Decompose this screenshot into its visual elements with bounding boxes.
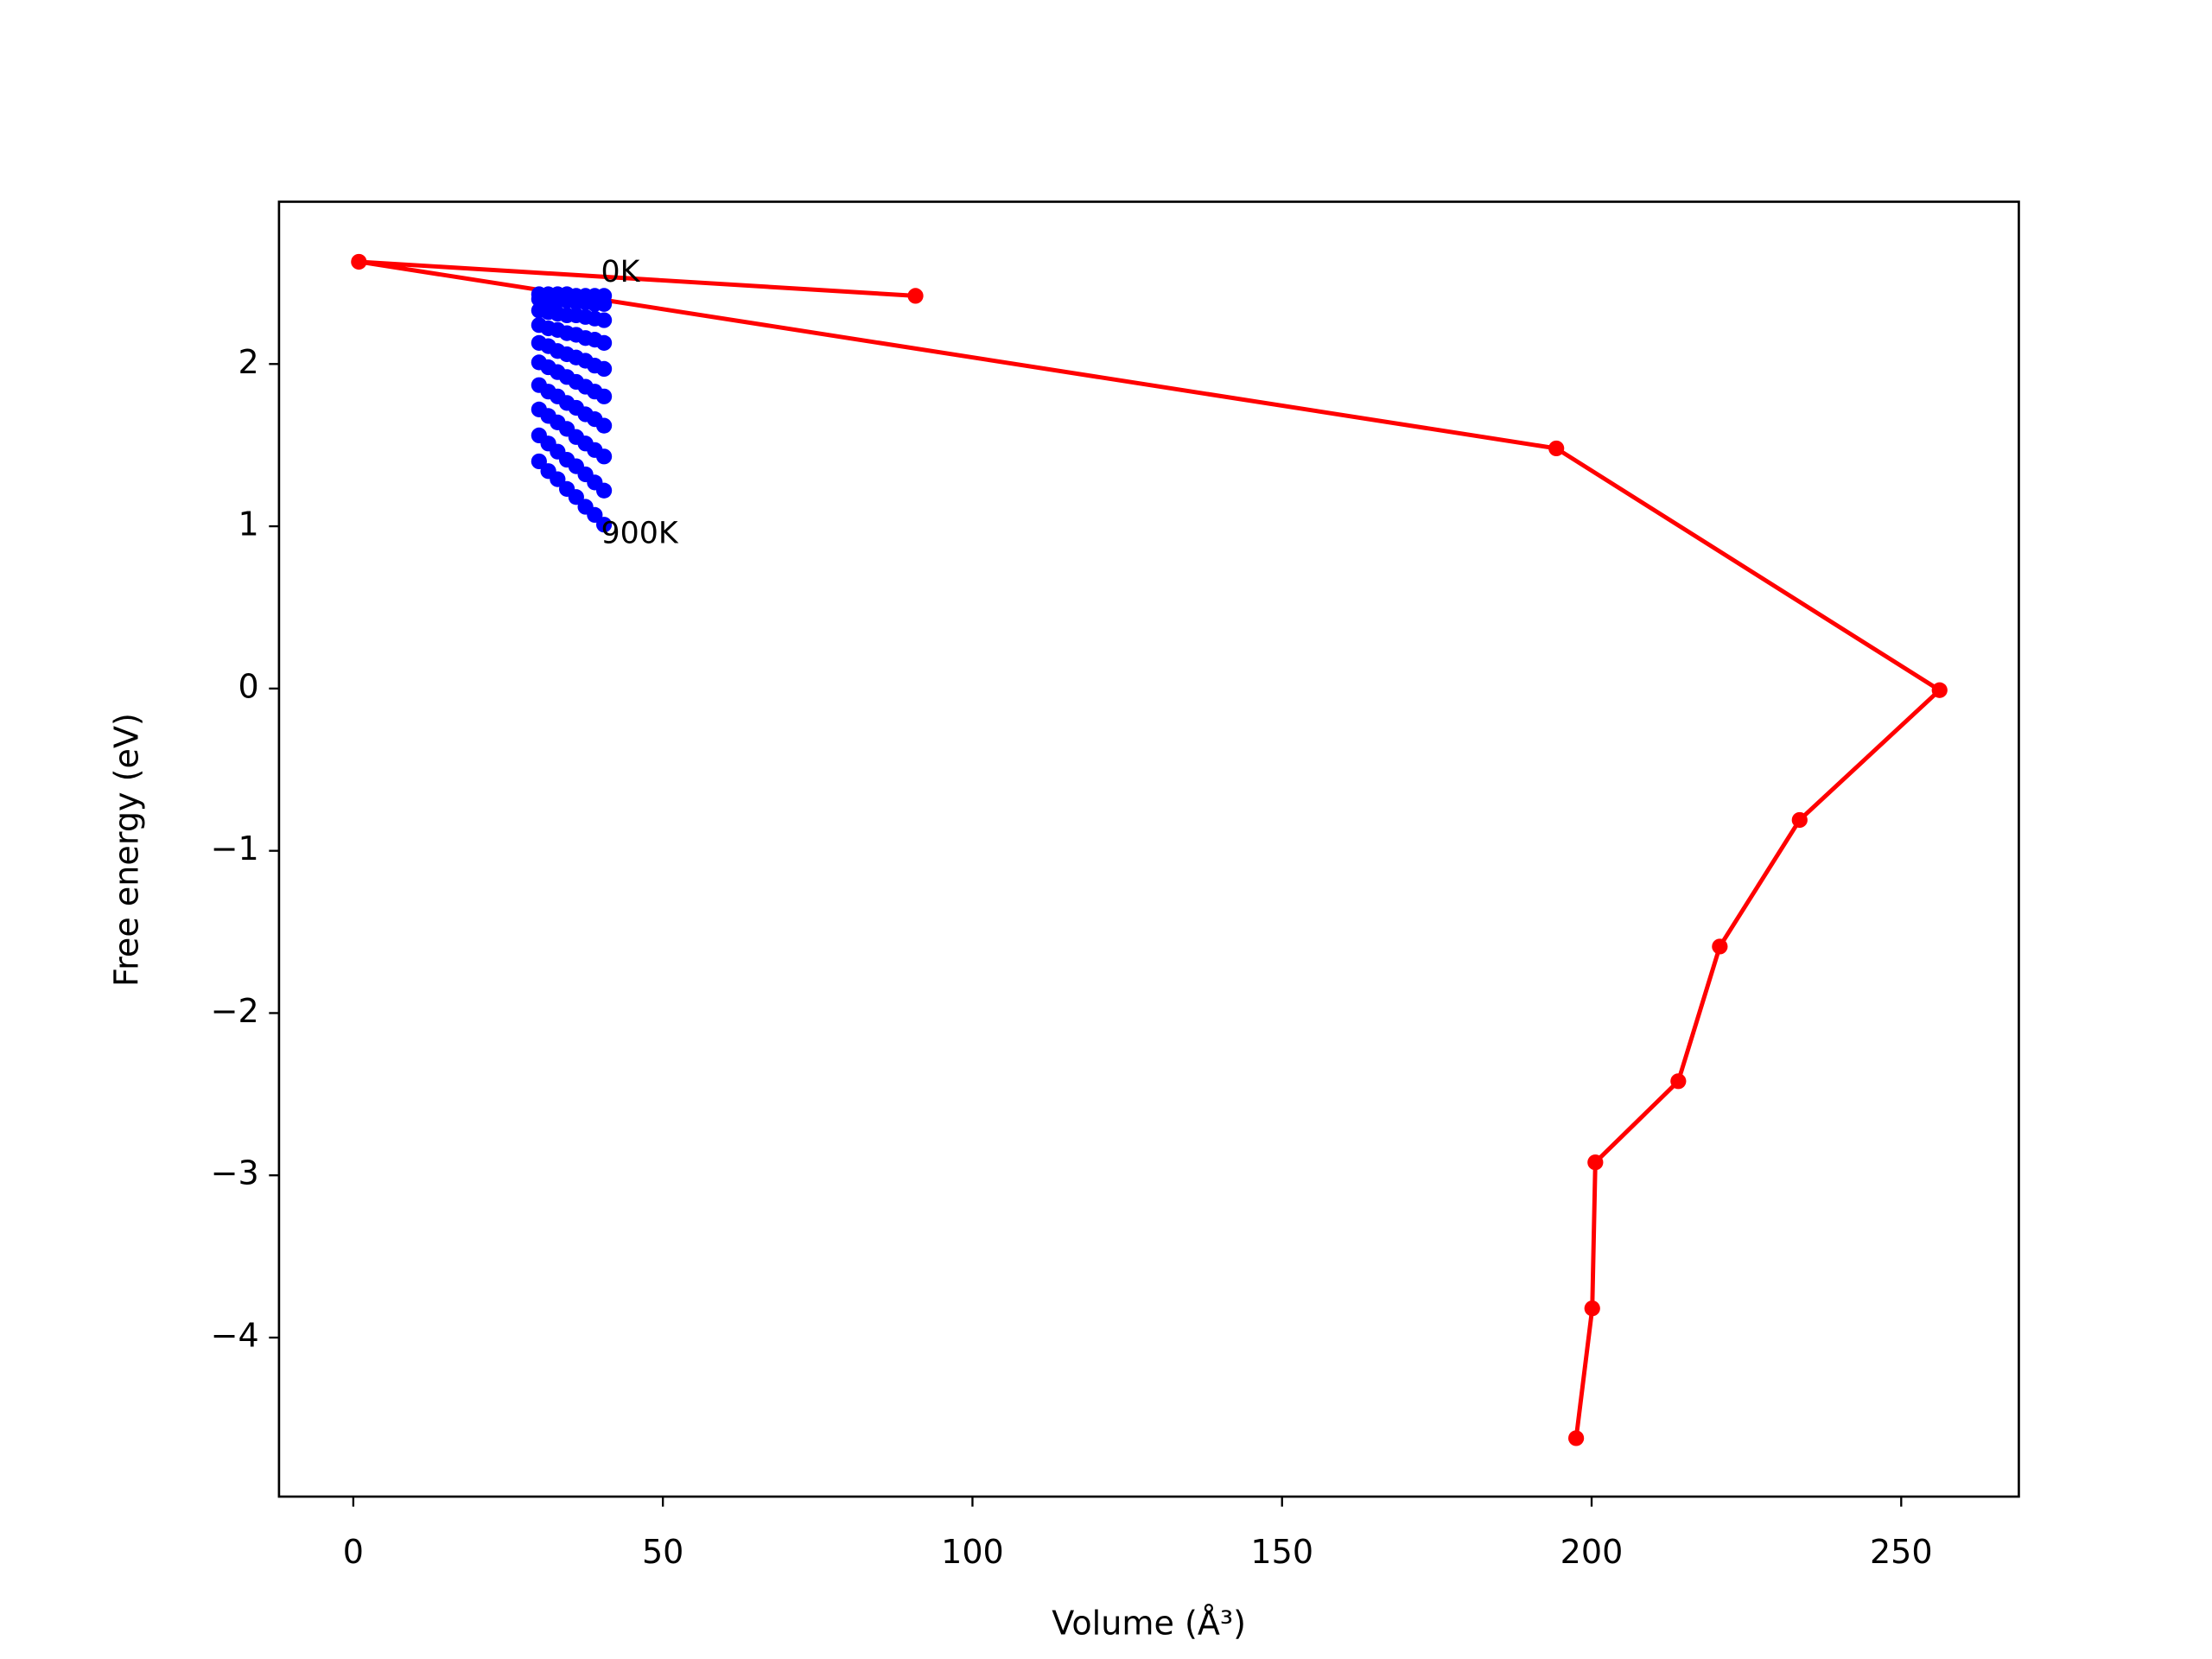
data-point bbox=[587, 506, 603, 524]
annotation: 900K bbox=[601, 516, 679, 550]
data-point bbox=[550, 471, 566, 487]
data-point bbox=[1670, 1073, 1687, 1090]
data-point bbox=[1712, 938, 1728, 955]
plot-area bbox=[351, 253, 1948, 1446]
data-point bbox=[531, 453, 547, 470]
x-tick-label: 150 bbox=[1250, 1533, 1313, 1571]
x-tick-label: 100 bbox=[941, 1533, 1004, 1571]
x-tick-label: 200 bbox=[1560, 1533, 1624, 1571]
data-point bbox=[595, 312, 613, 328]
data-point bbox=[568, 489, 584, 505]
x-tick-label: 0 bbox=[343, 1533, 364, 1571]
data-point bbox=[351, 253, 367, 270]
y-tick-label: −1 bbox=[211, 830, 259, 868]
data-point bbox=[595, 482, 613, 499]
data-point bbox=[1931, 682, 1948, 698]
y-tick-label: −2 bbox=[211, 992, 259, 1030]
data-point bbox=[1584, 1300, 1600, 1317]
data-point bbox=[595, 388, 613, 404]
axes-frame bbox=[277, 200, 2020, 1498]
y-tick-label: 0 bbox=[238, 667, 258, 705]
x-tick-label: 50 bbox=[642, 1533, 683, 1571]
y-tick-label: 1 bbox=[238, 505, 258, 543]
data-point bbox=[595, 417, 613, 434]
x-tick-label: 250 bbox=[1870, 1533, 1933, 1571]
data-point bbox=[1568, 1430, 1585, 1446]
y-tick-label: −4 bbox=[211, 1317, 259, 1355]
x-axis-label: Volume (Å³) bbox=[1052, 1605, 1246, 1643]
data-point bbox=[1587, 1154, 1604, 1171]
data-point bbox=[595, 448, 613, 465]
series-line bbox=[356, 259, 1942, 1439]
data-point bbox=[595, 360, 613, 378]
data-point bbox=[907, 288, 924, 304]
data-point bbox=[1548, 440, 1565, 457]
data-point bbox=[595, 334, 613, 351]
data-point bbox=[1791, 811, 1808, 829]
y-tick-label: −3 bbox=[211, 1154, 259, 1192]
data-point bbox=[595, 296, 613, 312]
data-point bbox=[595, 517, 613, 533]
y-tick-label: 2 bbox=[238, 343, 258, 381]
y-axis-label: Free energy (eV) bbox=[108, 713, 146, 987]
annotation: 0K bbox=[601, 255, 641, 289]
